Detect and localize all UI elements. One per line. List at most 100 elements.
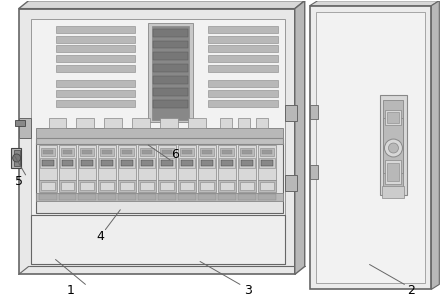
Bar	[31, 19, 285, 264]
Bar	[218, 145, 236, 180]
Bar	[40, 158, 56, 168]
Text: 6: 6	[171, 148, 179, 161]
Bar	[153, 88, 188, 96]
Bar	[179, 158, 195, 168]
Bar	[218, 180, 236, 192]
Bar	[385, 110, 401, 125]
Text: 3: 3	[244, 284, 252, 297]
Bar	[99, 180, 116, 192]
Bar	[104, 118, 122, 128]
Bar	[39, 194, 56, 200]
Bar	[162, 150, 172, 154]
Bar	[261, 160, 273, 166]
Bar	[36, 128, 283, 138]
Bar	[219, 158, 235, 168]
Bar	[101, 160, 113, 166]
Bar	[79, 180, 96, 192]
Bar	[118, 180, 136, 192]
Bar	[256, 118, 268, 128]
Bar	[260, 182, 274, 190]
Bar	[59, 194, 76, 200]
Bar	[153, 53, 188, 60]
Bar	[199, 158, 215, 168]
Text: 5: 5	[15, 175, 23, 188]
Bar	[120, 182, 134, 190]
Bar	[258, 145, 276, 180]
Bar	[40, 148, 55, 156]
Bar	[160, 148, 174, 156]
Polygon shape	[310, 1, 439, 6]
Bar	[208, 36, 278, 43]
Bar	[118, 145, 136, 180]
Bar	[310, 105, 318, 119]
Bar	[158, 194, 176, 200]
Bar	[238, 118, 250, 128]
Bar	[240, 148, 254, 156]
Circle shape	[388, 143, 398, 153]
Bar	[99, 145, 116, 180]
Bar	[118, 194, 136, 200]
Bar	[99, 158, 115, 168]
Bar	[310, 6, 431, 289]
Bar	[380, 95, 408, 195]
Text: 2: 2	[408, 284, 415, 297]
Bar	[221, 160, 233, 166]
Bar	[48, 118, 67, 128]
Bar	[220, 182, 234, 190]
Bar	[180, 182, 194, 190]
Text: 1: 1	[67, 284, 75, 297]
Bar	[201, 160, 213, 166]
Bar	[60, 182, 75, 190]
Bar	[180, 148, 194, 156]
Bar	[310, 165, 318, 179]
Bar	[79, 158, 95, 168]
Bar	[140, 182, 154, 190]
Bar	[43, 150, 52, 154]
Bar	[100, 182, 115, 190]
Bar	[238, 180, 256, 192]
Bar	[56, 65, 135, 72]
Bar	[19, 118, 31, 138]
Bar	[148, 22, 193, 122]
Bar	[153, 100, 188, 108]
Bar	[241, 160, 253, 166]
Bar	[152, 26, 189, 120]
Bar	[208, 80, 278, 87]
Bar	[258, 180, 276, 192]
Bar	[160, 118, 178, 128]
Bar	[36, 193, 283, 201]
Bar	[132, 118, 150, 128]
Bar	[139, 158, 155, 168]
Bar	[388, 112, 400, 123]
Bar	[238, 145, 256, 180]
Bar	[222, 150, 232, 154]
Bar	[159, 158, 175, 168]
Bar	[39, 180, 56, 192]
Bar	[385, 160, 401, 184]
Bar	[238, 194, 256, 200]
Bar	[200, 148, 214, 156]
Bar	[178, 145, 196, 180]
Bar	[200, 182, 214, 190]
Bar	[122, 150, 132, 154]
Bar	[220, 148, 234, 156]
Bar	[11, 148, 20, 168]
Bar	[100, 148, 115, 156]
Bar	[382, 186, 404, 198]
Bar	[161, 160, 173, 166]
Polygon shape	[19, 1, 305, 9]
Bar	[260, 148, 274, 156]
Bar	[103, 150, 112, 154]
Bar	[138, 194, 156, 200]
Bar	[153, 40, 188, 48]
Bar	[181, 160, 193, 166]
Bar	[239, 158, 255, 168]
Bar	[258, 194, 276, 200]
Bar	[79, 194, 96, 200]
Bar	[39, 145, 56, 180]
Bar	[384, 118, 404, 173]
Bar	[36, 138, 283, 144]
Bar	[259, 158, 275, 168]
Bar	[285, 105, 297, 121]
Bar	[83, 150, 92, 154]
